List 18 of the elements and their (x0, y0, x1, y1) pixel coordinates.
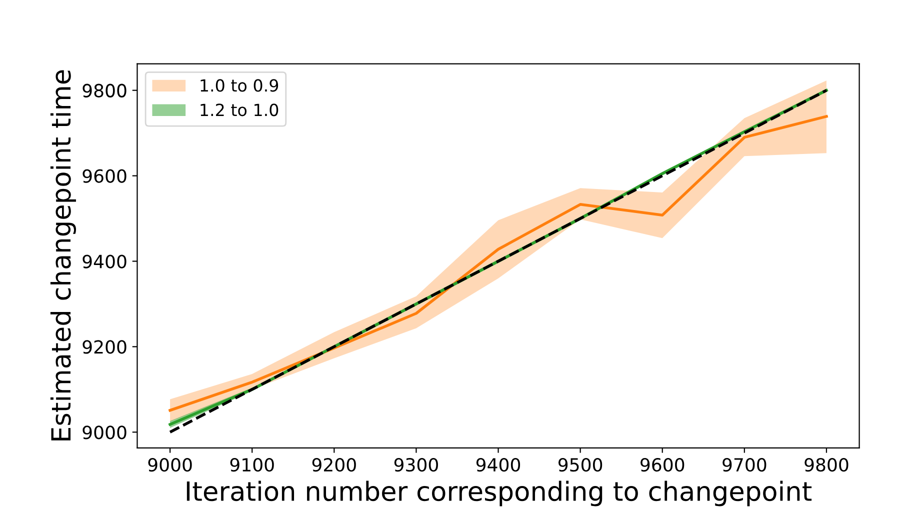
x-axis-title: Iteration number corresponding to changepoint (186, 480, 812, 506)
x-tick-label: 9700 (722, 458, 766, 472)
x-tick-label: 9100 (230, 458, 274, 472)
x-tick-label: 9200 (312, 458, 356, 472)
y-tick-label: 9000 (82, 426, 126, 440)
x-tick-label: 9800 (804, 458, 848, 472)
y-tick-label: 9600 (82, 169, 126, 183)
legend-label: 1.0 to 0.9 (200, 79, 278, 92)
x-tick-label: 9500 (558, 458, 602, 472)
x-tick-label: 9300 (394, 458, 438, 472)
y-tick-label: 9200 (82, 340, 126, 354)
y-axis-title: Estimated changepoint time (50, 70, 76, 440)
y-tick-label: 9400 (82, 254, 126, 268)
y-tick-label: 9800 (82, 84, 126, 98)
x-tick-label: 9000 (148, 458, 192, 472)
x-tick-label: 9400 (476, 458, 520, 472)
legend-label: 1.2 to 1.0 (200, 104, 278, 116)
x-tick-label: 9600 (640, 458, 684, 472)
